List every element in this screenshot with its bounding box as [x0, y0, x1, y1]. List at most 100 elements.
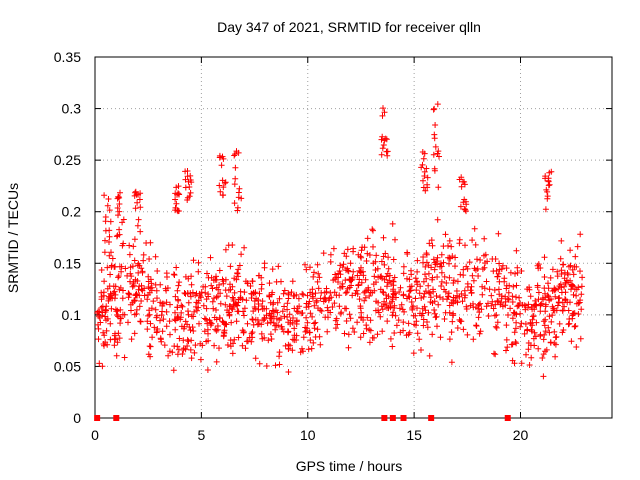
data-point: [154, 268, 161, 274]
data-point: [136, 196, 143, 203]
data-point: [233, 276, 240, 283]
data-point: [400, 291, 407, 298]
data-point: [341, 250, 348, 257]
data-point: [320, 250, 327, 257]
data-point: [285, 369, 292, 375]
data-point: [384, 283, 390, 290]
data-point: [570, 271, 577, 278]
data-point: [406, 283, 413, 290]
data-point: [364, 235, 371, 242]
data-point: [178, 323, 185, 330]
data-point: [476, 330, 483, 337]
data-point: [102, 227, 109, 234]
data-point: [106, 207, 113, 214]
data-point: [230, 340, 236, 347]
data-point: [438, 278, 445, 285]
data-point: [499, 303, 506, 310]
data-point: [540, 351, 547, 358]
data-point: [507, 305, 514, 312]
data-point: [546, 181, 553, 188]
data-point: [569, 310, 576, 317]
data-point: [299, 290, 306, 297]
data-point: [165, 352, 172, 359]
data-point: [173, 264, 180, 271]
data-point: [285, 346, 292, 352]
data-point: [191, 349, 198, 356]
data-point: [438, 283, 445, 289]
data-point: [252, 289, 259, 296]
data-point: [336, 303, 343, 310]
data-point: [315, 285, 322, 292]
data-point: [390, 256, 397, 263]
data-point: [459, 298, 466, 305]
data-point: [524, 286, 531, 293]
data-point: [112, 291, 119, 298]
data-point: [244, 320, 251, 327]
data-point: [291, 332, 298, 339]
data-point: [147, 239, 154, 246]
data-point: [216, 315, 223, 322]
data-point: [132, 205, 139, 212]
data-point: [249, 329, 256, 336]
data-point: [560, 327, 567, 333]
data-point: [139, 287, 146, 294]
data-point: [146, 289, 153, 296]
data-point: [516, 300, 523, 306]
data-point: [429, 242, 436, 249]
zero-point: [504, 415, 511, 421]
data-point: [432, 122, 439, 128]
data-point: [296, 303, 303, 310]
data-point: [153, 314, 160, 321]
data-point: [261, 264, 268, 271]
data-point: [371, 334, 377, 341]
data-point: [335, 279, 341, 285]
data-point: [263, 363, 270, 369]
data-point: [385, 293, 392, 300]
data-point: [166, 348, 173, 355]
data-point: [545, 280, 551, 287]
data-point: [503, 322, 510, 329]
data-point: [166, 318, 173, 325]
data-point: [329, 304, 336, 310]
data-point: [354, 272, 361, 279]
data-point: [231, 289, 238, 296]
data-point: [186, 193, 193, 200]
data-point: [412, 275, 419, 282]
tick-labels: 0 5 10 15 20 0 0.05 0.1 0.15 0.2 0.25 0.3 0.35: [54, 49, 529, 443]
data-point: [126, 251, 133, 258]
y-tick-label: 0.25: [54, 152, 81, 168]
data-point: [532, 333, 539, 340]
data-point: [450, 277, 457, 284]
data-point: [308, 345, 315, 352]
data-point: [508, 341, 515, 348]
data-point: [98, 289, 105, 296]
data-point: [144, 296, 151, 303]
data-point: [379, 328, 386, 335]
data-point: [170, 271, 177, 278]
data-point: [424, 174, 431, 181]
data-point: [182, 273, 189, 280]
data-point: [310, 295, 316, 302]
data-point: [491, 350, 497, 357]
data-point: [452, 254, 459, 261]
data-point: [437, 260, 444, 267]
data-point: [467, 287, 474, 294]
data-point: [413, 287, 420, 294]
data-point: [178, 309, 185, 316]
data-point: [187, 327, 194, 334]
data-point: [106, 239, 112, 245]
data-point: [251, 298, 258, 304]
data-point: [345, 331, 352, 338]
data-point: [343, 267, 349, 274]
data-point: [547, 274, 554, 281]
data-point: [380, 142, 387, 148]
data-point: [114, 205, 121, 211]
data-point: [325, 297, 332, 304]
data-point: [354, 319, 361, 326]
data-point: [226, 303, 233, 310]
data-point: [157, 317, 163, 324]
data-point: [396, 289, 403, 295]
data-point: [207, 254, 214, 261]
data-point: [522, 321, 529, 327]
data-point: [541, 274, 548, 280]
